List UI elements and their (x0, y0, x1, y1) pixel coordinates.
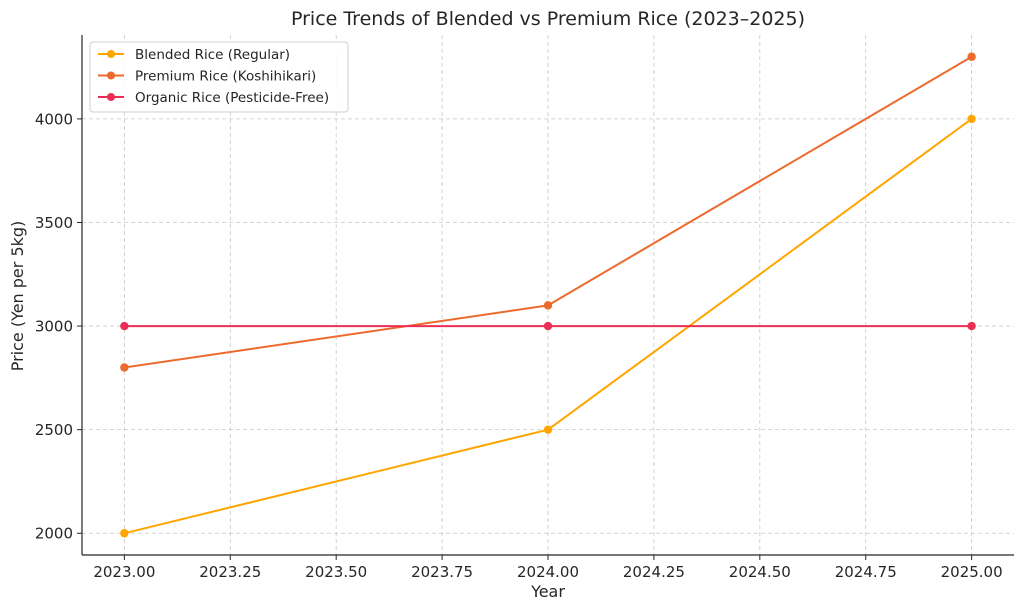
data-point (543, 301, 553, 310)
legend: Blended Rice (Regular) Premium Rice (Kosh… (89, 41, 349, 113)
legend-item: Blended Rice (Regular) (98, 47, 290, 63)
axes: 2023.00 2023.25 2023.50 2023.75 2024.00 2024.… (35, 35, 1014, 581)
x-tick-label: 2025.00 (941, 563, 1003, 581)
data-point (120, 529, 129, 538)
y-tick-label: 3000 (35, 318, 73, 336)
series-1 (120, 114, 976, 538)
x-axis-label: Year (530, 582, 565, 601)
x-tick-label: 2023.75 (411, 563, 473, 581)
data-point (120, 363, 129, 372)
x-tick-label: 2024.00 (517, 563, 579, 581)
legend-item: Organic Rice (Pesticide-Free) (98, 90, 329, 106)
x-tick-label: 2023.50 (305, 563, 367, 581)
legend-swatch-marker (107, 50, 115, 58)
y-tick-label: 2000 (35, 525, 73, 543)
data-point (967, 321, 976, 331)
series-3 (120, 321, 976, 331)
data-point (967, 114, 976, 124)
legend-label: Premium Rice (Koshihikari) (135, 69, 316, 85)
data-point (543, 425, 553, 434)
x-tick-label: 2024.25 (623, 563, 685, 581)
chart-title: Price Trends of Blended vs Premium Rice … (291, 8, 805, 30)
legend-box (89, 41, 349, 113)
legend-item: Premium Rice (Koshihikari) (98, 69, 316, 85)
x-tick-label: 2023.25 (199, 563, 261, 581)
y-tick-label: 2500 (35, 421, 73, 439)
legend-label: Organic Rice (Pesticide-Free) (135, 90, 329, 106)
x-tick-label: 2024.50 (729, 563, 791, 581)
y-axis-label: Price (Yen per 5kg) (8, 221, 27, 372)
x-tick-label: 2024.75 (835, 563, 897, 581)
data-point (120, 321, 129, 331)
y-tick-label: 3500 (35, 214, 73, 232)
data-point (967, 52, 976, 61)
series-group (120, 52, 976, 538)
legend-swatch-marker (107, 93, 115, 101)
x-tick-label: 2023.00 (93, 563, 155, 581)
y-tick-label: 4000 (35, 110, 73, 128)
legend-swatch-marker (107, 71, 115, 80)
series-2 (120, 52, 976, 372)
legend-label: Blended Rice (Regular) (135, 47, 290, 63)
data-point (543, 321, 553, 331)
